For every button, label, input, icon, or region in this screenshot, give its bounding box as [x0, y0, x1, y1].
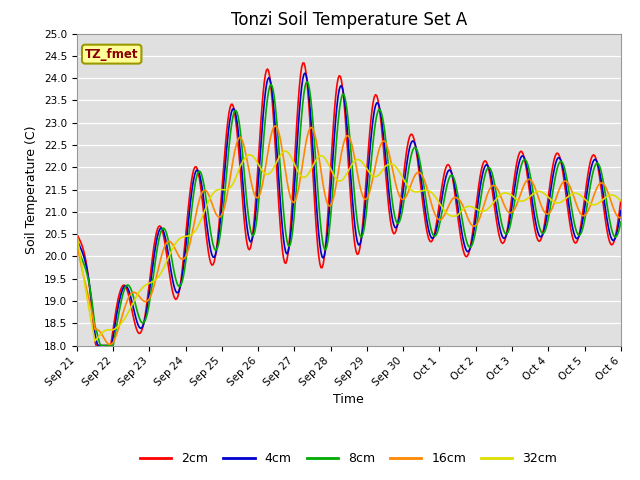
- 32cm: [282, 148, 290, 154]
- 16cm: [106, 341, 113, 347]
- 32cm: [475, 207, 483, 213]
- 8cm: [617, 219, 625, 225]
- 4cm: [569, 227, 577, 233]
- Line: 16cm: 16cm: [77, 126, 621, 344]
- 32cm: [305, 171, 312, 177]
- 32cm: [380, 166, 387, 172]
- 32cm: [91, 338, 99, 344]
- 4cm: [617, 208, 625, 214]
- 16cm: [73, 240, 81, 245]
- 4cm: [95, 343, 102, 348]
- 2cm: [92, 343, 100, 348]
- 4cm: [243, 225, 251, 231]
- 8cm: [73, 242, 81, 248]
- 16cm: [406, 186, 413, 192]
- 2cm: [569, 236, 577, 242]
- 32cm: [243, 153, 251, 159]
- 8cm: [406, 161, 413, 167]
- 8cm: [569, 214, 577, 220]
- Line: 4cm: 4cm: [77, 73, 621, 346]
- 16cm: [569, 192, 577, 198]
- 32cm: [406, 186, 413, 192]
- Text: TZ_fmet: TZ_fmet: [85, 48, 138, 60]
- 8cm: [97, 343, 104, 348]
- Line: 32cm: 32cm: [77, 151, 621, 341]
- 16cm: [380, 138, 387, 144]
- 8cm: [475, 208, 483, 214]
- 2cm: [305, 97, 312, 103]
- Title: Tonzi Soil Temperature Set A: Tonzi Soil Temperature Set A: [230, 11, 467, 29]
- Line: 2cm: 2cm: [77, 63, 621, 346]
- 16cm: [305, 129, 312, 135]
- 32cm: [569, 191, 577, 196]
- 2cm: [475, 182, 483, 188]
- 32cm: [617, 198, 625, 204]
- 4cm: [305, 88, 312, 94]
- 16cm: [617, 215, 625, 220]
- 16cm: [475, 217, 483, 223]
- 2cm: [243, 241, 251, 247]
- 2cm: [617, 198, 625, 204]
- 8cm: [305, 82, 312, 87]
- 2cm: [380, 145, 387, 151]
- Y-axis label: Soil Temperature (C): Soil Temperature (C): [25, 125, 38, 254]
- 4cm: [301, 70, 309, 76]
- 8cm: [243, 202, 251, 207]
- 16cm: [243, 158, 251, 164]
- Legend: 2cm, 4cm, 8cm, 16cm, 32cm: 2cm, 4cm, 8cm, 16cm, 32cm: [135, 447, 563, 470]
- 4cm: [73, 236, 81, 242]
- Line: 8cm: 8cm: [77, 82, 621, 346]
- 8cm: [380, 120, 387, 126]
- 2cm: [406, 134, 413, 140]
- 16cm: [272, 123, 280, 129]
- 8cm: [303, 79, 311, 84]
- 4cm: [406, 145, 413, 151]
- 4cm: [475, 193, 483, 199]
- 2cm: [73, 231, 81, 237]
- 4cm: [380, 132, 387, 138]
- 2cm: [300, 60, 308, 66]
- X-axis label: Time: Time: [333, 394, 364, 407]
- 32cm: [73, 231, 81, 237]
